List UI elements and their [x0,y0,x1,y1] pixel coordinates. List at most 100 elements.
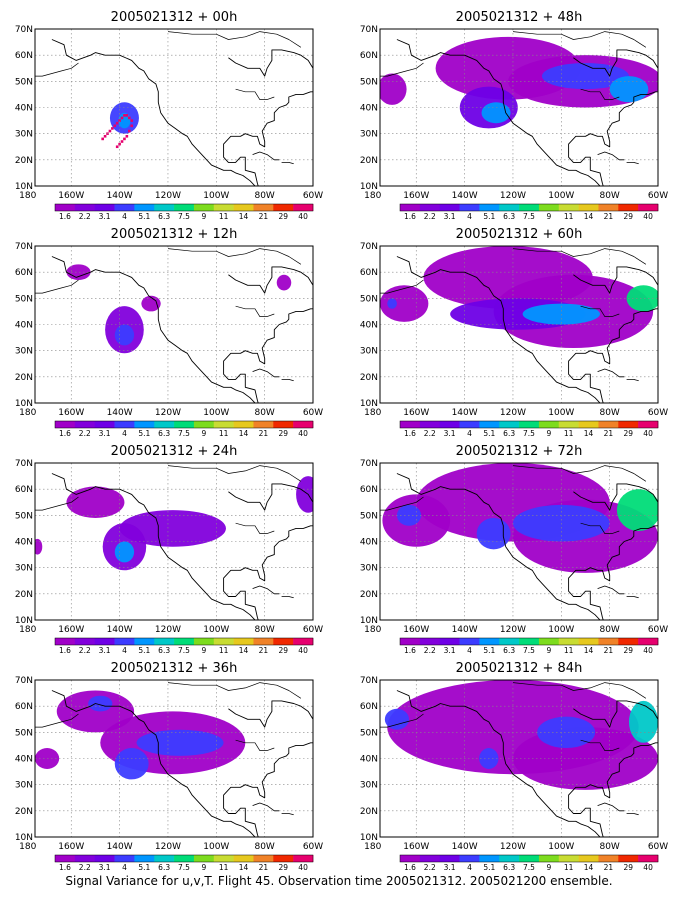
hispaniola [626,162,639,165]
colorbar-segment [174,638,195,645]
colorbar-segment [94,855,115,862]
colorbar-label: 3.1 [444,429,456,438]
colorbar-segment [74,855,95,862]
variance-region [66,264,91,281]
colorbar-frame [54,420,314,429]
variance-region [296,476,313,513]
arctic-coast [167,682,302,699]
colorbar-label: 3.1 [99,212,111,221]
variance-region [119,510,226,547]
variance-region [114,541,135,563]
variance-region [537,716,596,749]
y-tick-label: 60N [15,702,33,712]
great-lakes [235,305,275,317]
y-tick-label: 70N [15,676,33,686]
colorbar-segment [193,421,215,428]
x-tick-label: 180 [19,191,36,201]
colorbar-segment [598,204,619,211]
colorbar-label: 7.5 [523,863,535,872]
panel-frame [379,679,659,838]
colorbar-segment [273,204,294,211]
colorbar-label: 5.1 [483,863,495,872]
colorbar-label: 11 [219,429,229,438]
panel-plot-area [380,246,658,403]
x-tick-label: 80W [599,842,619,852]
flight-track-point [118,119,121,122]
x-tick-label: 60W [648,408,668,418]
map-panel-4: 2005021312 + 24h 180 160W 140W 120W 100W 80W 60… [15,444,323,655]
y-tick-label: 40N [360,321,378,331]
colorbar-frame [54,203,314,212]
colorbar-segment [273,421,294,428]
x-tick-label: 120W [500,625,526,635]
colorbar-label: 2.2 [79,212,91,221]
colorbar-label: 1.6 [59,863,71,872]
map-panel-3: 2005021312 + 60h 180 160W 140W 120W 100W 80W 60… [360,227,668,438]
colorbar-segment [439,421,460,428]
colorbar-segment [638,421,659,428]
arctic-coast [512,31,647,48]
colorbar-label: 14 [584,863,594,872]
coastline-hudson-bay [573,700,658,728]
y-tick-label: 60N [15,485,33,495]
x-tick-label: 180 [19,625,36,635]
variance-region [541,63,629,90]
y-tick-label: 20N [15,156,33,166]
cuba [252,151,280,161]
colorbar-label: 9 [201,863,206,872]
colorbar-frame [399,420,659,429]
colorbar-label: 2.2 [424,429,436,438]
y-tick-label: 10N [360,833,378,843]
arctic-coast [512,682,647,699]
panel-plot-area [380,463,658,620]
hispaniola [281,813,294,816]
coastline-gulf-atlantic [568,308,658,403]
colorbar-segment [193,638,215,645]
colorbar-segment [618,638,639,645]
y-tick-label: 50N [15,77,33,87]
colorbar-label: 1.6 [404,646,416,655]
x-tick-label: 100W [548,625,574,635]
colorbar-segment [293,204,314,211]
colorbar-label: 9 [546,863,551,872]
y-tick-label: 50N [360,511,378,521]
colorbar-label: 14 [239,863,249,872]
colorbar-segment [499,204,520,211]
colorbar-segment [400,421,421,428]
panel-plot-area [380,680,658,837]
colorbar-segment [400,638,421,645]
y-tick-label: 30N [15,564,33,574]
y-tick-label: 40N [15,104,33,114]
colorbar-label: 7.5 [523,212,535,221]
x-tick-label: 80W [599,408,619,418]
colorbar-segment [154,204,175,211]
x-tick-label: 180 [19,842,36,852]
colorbar-label: 40 [643,429,653,438]
variance-region [66,486,125,518]
y-tick-label: 20N [15,373,33,383]
colorbar-label: 21 [259,646,269,655]
colorbar-label: 3.1 [99,429,111,438]
coastline-gulf-atlantic [568,525,658,620]
coastline-pacific [51,256,256,403]
variance-region [114,748,149,780]
colorbar-segment [519,421,540,428]
panel-frame [379,462,659,621]
colorbar-segment [459,855,480,862]
colorbar-label: 11 [564,429,574,438]
colorbar-label: 4 [122,212,127,221]
colorbar-segment [233,421,254,428]
colorbar-segment [55,421,76,428]
colorbar-segment [253,204,274,211]
x-tick-label: 120W [500,408,526,418]
y-tick-label: 10N [360,182,378,192]
coastline-pacific [51,690,256,837]
colorbar-label: 21 [604,863,614,872]
y-tick-label: 70N [360,242,378,252]
colorbar-segment [114,421,135,428]
variance-region [628,700,658,743]
colorbar-frame [399,637,659,646]
x-tick-label: 140W [452,191,478,201]
aleutian-islands [35,279,79,294]
map-panel-1: 2005021312 + 48h 180 160W 140W 120W 100W 80W 60… [360,10,668,221]
